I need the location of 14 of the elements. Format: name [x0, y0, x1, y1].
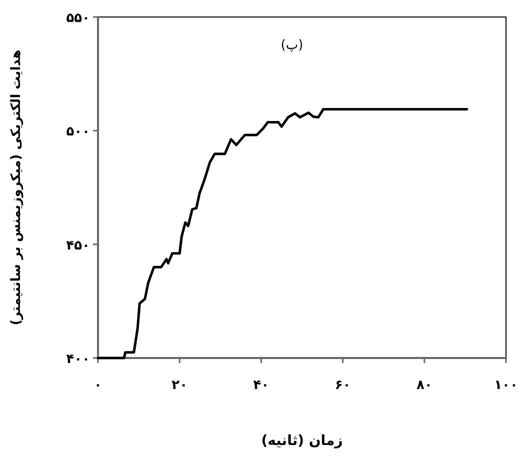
x-tick-label: ۸۰: [416, 378, 432, 393]
x-tick-label: ۴۰: [253, 378, 270, 393]
x-tick-label: ۶۰: [334, 378, 351, 393]
annotation: (پ): [280, 38, 304, 53]
x-axis-title: زمان (ثانیه): [261, 433, 343, 449]
y-tick-label: ۴۵۰: [66, 238, 90, 254]
x-tick-label: ۲۰: [172, 378, 188, 393]
y-axis-title: هدایت الکتریکی (میکروزیمنس بر سانتیمتر): [9, 50, 24, 326]
y-tick-label: ۵۰۰: [66, 124, 90, 140]
y-tick-label: ۵۵۰: [66, 11, 90, 26]
y-tick-label: ۴۰۰: [66, 352, 90, 367]
x-tick-label: ۱۰۰: [494, 378, 518, 393]
line-series: [96, 108, 468, 360]
x-tick-label: ۰: [94, 378, 102, 393]
